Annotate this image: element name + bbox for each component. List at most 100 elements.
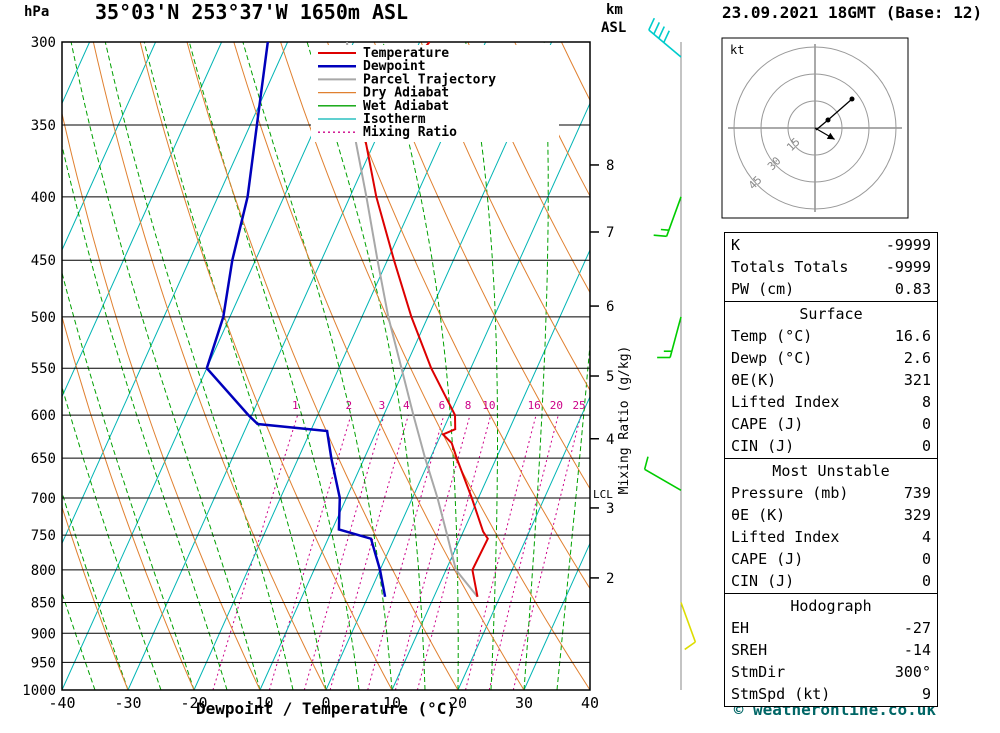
dry-adiabats bbox=[62, 42, 590, 690]
svg-text:4: 4 bbox=[606, 432, 614, 448]
svg-text:16: 16 bbox=[528, 399, 541, 412]
wind-barb bbox=[653, 196, 682, 238]
info-section: K -9999 Totals Totals -9999 PW (cm) 0.83 bbox=[725, 233, 937, 301]
svg-text:850: 850 bbox=[31, 596, 56, 612]
station-title: 35°03'N 253°37'W 1650m ASL bbox=[95, 0, 409, 24]
info-row-value: 0.83 bbox=[894, 280, 931, 298]
info-row-label: Lifted Index bbox=[731, 393, 840, 411]
wind-barb bbox=[680, 602, 697, 651]
isotherm-line bbox=[523, 542, 590, 690]
wet-adiabat-line bbox=[62, 591, 96, 690]
info-row: StmSpd (kt) 9 bbox=[725, 683, 937, 705]
info-table: K -9999 Totals Totals -9999 PW (cm) 0.83 Surfa… bbox=[724, 232, 938, 707]
svg-text:1000: 1000 bbox=[22, 683, 56, 699]
wet-adiabat-line bbox=[242, 42, 393, 690]
info-row: EH -27 bbox=[725, 617, 937, 639]
svg-text:1: 1 bbox=[292, 399, 299, 412]
dry-adiabat-line bbox=[280, 42, 590, 690]
svg-text:8: 8 bbox=[606, 158, 614, 174]
svg-text:950: 950 bbox=[31, 655, 56, 671]
info-row-value: 300° bbox=[894, 663, 931, 681]
svg-text:2: 2 bbox=[346, 399, 353, 412]
svg-text:0: 0 bbox=[321, 694, 330, 712]
info-row: Totals Totals -9999 bbox=[725, 256, 937, 278]
svg-text:2: 2 bbox=[606, 571, 614, 587]
isotherm-line bbox=[62, 42, 157, 252]
mixing-ratio-value-labels: 1 2 3 4 6 8 10 16 20 25 bbox=[292, 399, 586, 412]
wet-adiabat-line bbox=[382, 42, 459, 690]
svg-text:30: 30 bbox=[515, 694, 533, 712]
parcel-trajectory-curve bbox=[346, 42, 479, 598]
info-section-title: Surface bbox=[799, 305, 863, 323]
info-row-value: -9999 bbox=[885, 258, 931, 276]
isotherm-line bbox=[193, 42, 487, 690]
wind-barb bbox=[643, 456, 682, 491]
sounding-curves bbox=[205, 42, 489, 598]
isotherm-line bbox=[62, 42, 289, 545]
dry-adiabat-line bbox=[233, 42, 525, 690]
pressure-gridlines bbox=[61, 41, 591, 691]
dry-adiabat-line bbox=[62, 315, 195, 690]
info-row-label: CIN (J) bbox=[731, 437, 795, 455]
wet-adiabat-line bbox=[70, 42, 261, 690]
info-row-label: StmDir bbox=[731, 663, 786, 681]
dry-adiabat-line bbox=[467, 42, 590, 294]
isotherm-line bbox=[391, 248, 590, 690]
info-row-label: CAPE (J) bbox=[731, 550, 804, 568]
wet-adiabats bbox=[62, 42, 590, 690]
svg-text:-20: -20 bbox=[180, 694, 207, 712]
info-row: SREH -14 bbox=[725, 639, 937, 661]
legend-label: Dry Adiabat bbox=[363, 86, 449, 101]
hodograph-ring bbox=[787, 100, 843, 156]
svg-text:900: 900 bbox=[31, 626, 56, 642]
info-row-value: 739 bbox=[903, 484, 931, 502]
info-row-label: Totals Totals bbox=[731, 258, 849, 276]
isotherm-line bbox=[127, 42, 421, 690]
hodograph-point bbox=[849, 96, 855, 102]
legend-label: Mixing Ratio bbox=[363, 125, 457, 140]
isotherm-line bbox=[457, 395, 590, 690]
svg-text:550: 550 bbox=[31, 361, 56, 377]
svg-text:25: 25 bbox=[572, 399, 585, 412]
pressure-tick-labels: 300 350 400 450 500 550 600 650 700 750 800 850 900 9… bbox=[22, 35, 56, 699]
svg-text:300: 300 bbox=[31, 35, 56, 51]
info-row-label: Pressure (mb) bbox=[731, 484, 849, 502]
info-row: Lifted Index 8 bbox=[725, 391, 937, 413]
hodograph-unit-label: kt bbox=[730, 43, 744, 57]
wet-adiabat-line bbox=[143, 42, 327, 690]
wind-barb-column bbox=[643, 17, 697, 690]
info-row-label: SREH bbox=[731, 641, 768, 659]
hodograph-ring bbox=[760, 73, 870, 183]
hodograph-ring bbox=[733, 46, 897, 210]
svg-text:20: 20 bbox=[449, 694, 467, 712]
info-row: CAPE (J) 0 bbox=[725, 413, 937, 435]
info-row: CAPE (J) 0 bbox=[725, 548, 937, 570]
lcl-marker-label: LCL bbox=[593, 488, 613, 501]
svg-text:650: 650 bbox=[31, 451, 56, 467]
svg-text:700: 700 bbox=[31, 491, 56, 507]
info-row: CIN (J) 0 bbox=[725, 570, 937, 592]
mixing-ratio-line bbox=[268, 414, 352, 690]
svg-text:800: 800 bbox=[31, 563, 56, 579]
info-row: CIN (J) 0 bbox=[725, 435, 937, 457]
wet-adiabat-line bbox=[465, 42, 498, 690]
legend-label: Parcel Trajectory bbox=[363, 72, 496, 87]
info-row: PW (cm) 0.83 bbox=[725, 278, 937, 300]
dry-adiabat-line bbox=[420, 42, 590, 392]
svg-text:-30: -30 bbox=[114, 694, 141, 712]
info-row: Temp (°C) 16.6 bbox=[725, 325, 937, 347]
info-row: Dewp (°C) 2.6 bbox=[725, 347, 937, 369]
info-row-label: EH bbox=[731, 619, 750, 637]
svg-text:400: 400 bbox=[31, 190, 56, 206]
info-row-label: Temp (°C) bbox=[731, 327, 813, 345]
dry-adiabat-line bbox=[62, 111, 261, 690]
svg-text:40: 40 bbox=[581, 694, 599, 712]
dry-adiabat-line bbox=[326, 42, 590, 590]
svg-text:6: 6 bbox=[606, 299, 614, 315]
wind-barb bbox=[657, 316, 682, 359]
info-row-value: 0 bbox=[921, 437, 931, 455]
info-row-value: 329 bbox=[903, 506, 931, 524]
info-row-label: Lifted Index bbox=[731, 528, 840, 546]
